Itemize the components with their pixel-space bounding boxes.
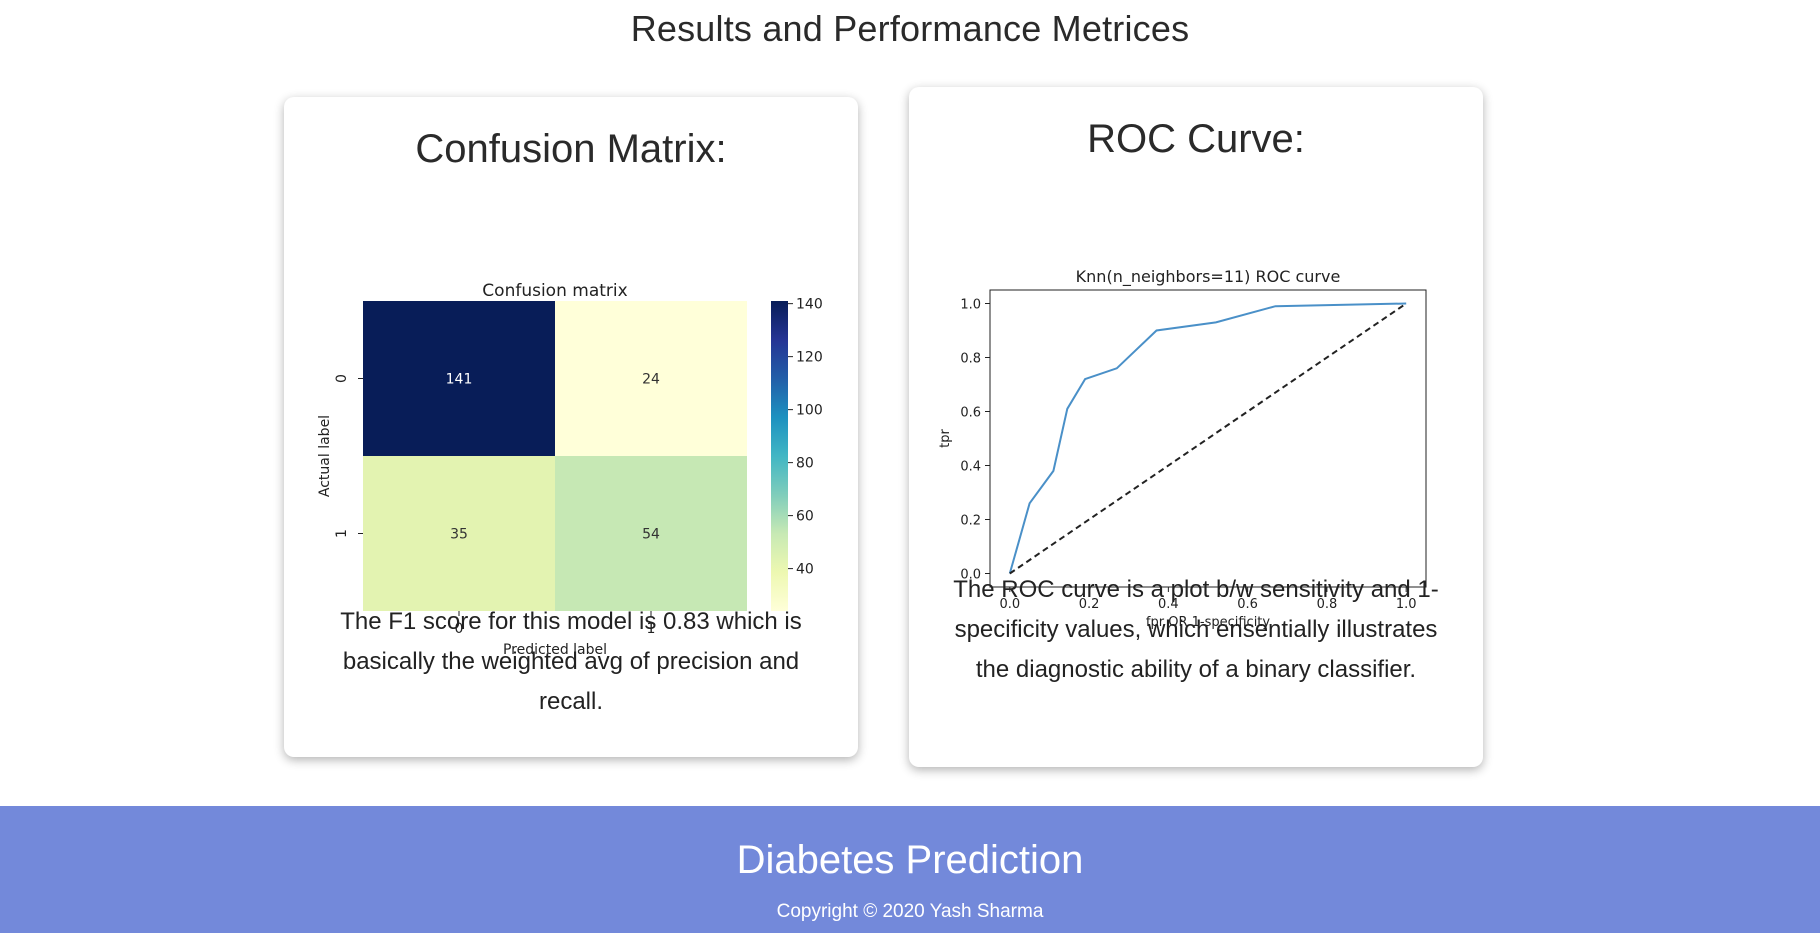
heatmap-cell xyxy=(363,301,555,456)
x-tick-label: 0.8 xyxy=(1317,597,1338,612)
footer-copyright: Copyright © 2020 Yash Sharma xyxy=(776,901,1044,922)
y-axis-label: Actual label xyxy=(317,415,333,497)
y-tick-label: 0 xyxy=(334,374,350,383)
x-tick-label: 0.2 xyxy=(1079,597,1100,612)
y-tick-label: 1.0 xyxy=(960,298,981,313)
heatmap-title: Confusion matrix xyxy=(482,281,627,301)
roc-curve-title: ROC Curve: xyxy=(1087,117,1305,161)
x-axis-label: Predicted label xyxy=(503,642,607,658)
x-tick-label: 0 xyxy=(455,621,464,637)
roc-curve-chart: Knn(n_neighbors=11) ROC curve 0.0 0.2 0.4 0.… xyxy=(938,267,1427,630)
x-axis-label: fpr OR 1-specificity xyxy=(1146,615,1270,630)
y-tick-label: 1 xyxy=(334,529,350,538)
x-tick-label: 0.6 xyxy=(1237,597,1258,612)
roc-baseline xyxy=(1009,302,1407,575)
y-tick-label: 0.6 xyxy=(960,406,981,421)
y-tick-label: 0.4 xyxy=(960,460,981,475)
footer: Diabetes Prediction Copyright © 2020 Yas… xyxy=(0,806,1820,933)
y-tick-label: 0.2 xyxy=(960,514,981,529)
y-tick-label: 0.0 xyxy=(960,568,981,583)
confusion-matrix-card: Confusion Matrix: Confusion matrix 141 24 3… xyxy=(284,97,858,757)
page-title: Results and Performance Metrices xyxy=(630,8,1190,49)
colorbar-tick-label: 80 xyxy=(796,456,814,472)
x-tick-label: 1 xyxy=(647,621,656,637)
heatmap-cell xyxy=(555,301,747,456)
colorbar-tick-label: 120 xyxy=(796,350,823,366)
confusion-matrix-title: Confusion Matrix: xyxy=(415,127,727,171)
colorbar-tick-label: 140 xyxy=(796,297,823,313)
heatmap-cell-label: 141 xyxy=(446,372,473,388)
heatmap-cell-label: 24 xyxy=(642,372,660,388)
heatmap-cell xyxy=(363,456,555,611)
x-tick-label: 1.0 xyxy=(1396,597,1417,612)
heatmap-cell xyxy=(555,456,747,611)
roc-curve-card: ROC Curve: Knn(n_neighbors=11) ROC curve… xyxy=(909,87,1483,767)
y-tick-label: 0.8 xyxy=(960,352,981,367)
footer-title: Diabetes Prediction xyxy=(736,838,1084,882)
y-axis-label: tpr xyxy=(938,429,953,448)
roc-description: The ROC curve is a plot b/w sensitivity … xyxy=(953,576,1439,683)
colorbar-tick-label: 100 xyxy=(796,403,823,419)
roc-chart-title: Knn(n_neighbors=11) ROC curve xyxy=(1076,267,1341,287)
roc-plot-frame xyxy=(989,289,1427,588)
colorbar-tick-label: 60 xyxy=(796,509,814,525)
colorbar-tick-label: 40 xyxy=(796,562,814,578)
heatmap-cell-label: 35 xyxy=(450,527,468,543)
x-tick-label: 0.0 xyxy=(999,597,1020,612)
colorbar xyxy=(771,301,788,611)
f1-score-description: The F1 score for this model is 0.83 whic… xyxy=(340,608,802,715)
x-tick-label: 0.4 xyxy=(1158,597,1179,612)
heatmap-cell-label: 54 xyxy=(642,527,660,543)
confusion-matrix-chart: Confusion matrix 141 24 35 54 0 1 Predicted lab… xyxy=(317,281,823,658)
roc-series-line xyxy=(1008,302,1407,574)
